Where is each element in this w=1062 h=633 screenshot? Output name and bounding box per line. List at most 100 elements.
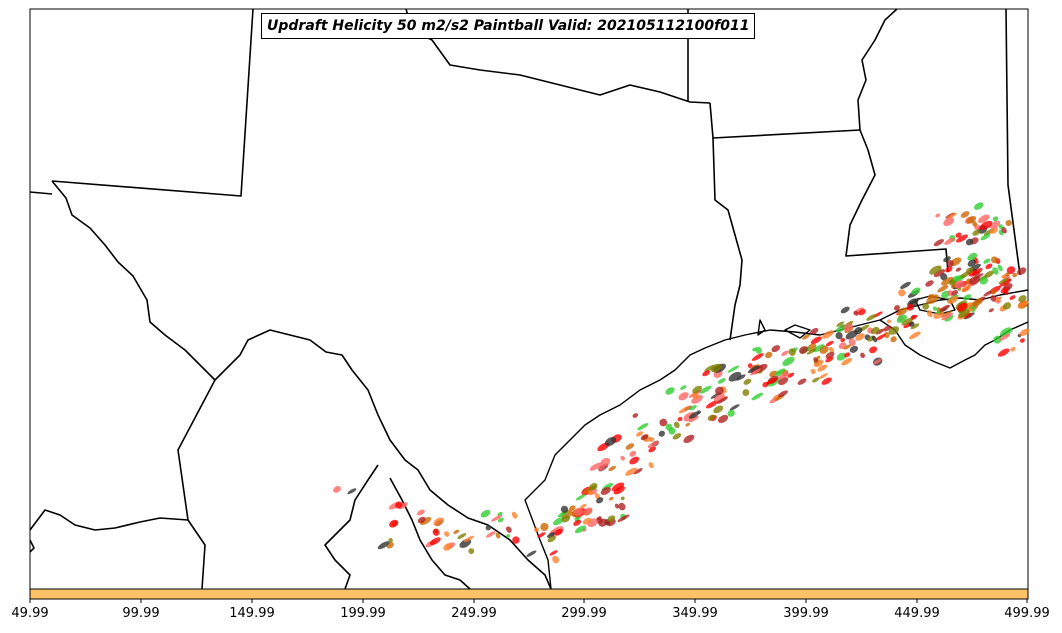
paintball-blob	[840, 337, 846, 343]
paintball-blob	[840, 306, 850, 314]
border-co-ks	[29, 191, 53, 195]
paintball-blob	[1006, 266, 1016, 275]
paintball-blob	[896, 307, 908, 316]
paintball-blob	[680, 385, 687, 390]
paintball-blob	[965, 267, 974, 274]
paintball-blob	[579, 503, 587, 509]
paintball-blob	[608, 465, 616, 472]
paintball-blob	[727, 409, 735, 417]
paintball-blob	[588, 485, 597, 491]
paintball-blob	[935, 213, 941, 218]
paintball-blob	[985, 263, 993, 270]
paintball-blob	[713, 405, 724, 414]
paintball-blob	[752, 347, 757, 352]
paintball-blob	[598, 465, 606, 472]
paintball-blob	[875, 328, 885, 335]
paintball-blob	[459, 538, 472, 548]
paintball-blob	[992, 216, 999, 222]
paintball-blob	[491, 514, 503, 522]
paintball-blob	[848, 338, 856, 346]
paintball-blob	[980, 233, 991, 241]
paintball-blob	[1019, 338, 1025, 343]
paintball-blob	[485, 531, 496, 538]
paintball-blob	[1010, 347, 1016, 352]
paintball-blob	[978, 214, 990, 224]
paintball-blob	[582, 517, 592, 525]
paintball-blob	[988, 308, 994, 313]
paintball-blob	[997, 264, 1003, 272]
paintball-blob	[854, 327, 863, 335]
paintball-blob	[648, 462, 654, 469]
paintball-blob	[589, 462, 602, 471]
paintball-blob	[736, 374, 746, 381]
map-title: Updraft Helicity 50 m2/s2 Paintball Vali…	[261, 13, 756, 39]
paintball-blob	[951, 289, 959, 296]
paintball-blob	[526, 550, 537, 557]
paintball-blob	[825, 356, 834, 363]
paintball-blob	[990, 256, 998, 264]
paintball-blob	[468, 548, 475, 554]
paintball-blob	[561, 515, 571, 523]
paintball-blob	[972, 229, 981, 236]
paintball-blob	[1005, 219, 1012, 227]
paintball-blob	[843, 323, 853, 332]
paintball-blob	[678, 405, 691, 414]
paintball-blob	[956, 234, 968, 243]
paintball-blob	[691, 395, 703, 404]
paintball-blob	[971, 268, 983, 276]
paintball-blob	[677, 416, 683, 422]
paintball-blob	[974, 202, 984, 210]
paintball-blob	[802, 334, 810, 340]
paintball-blob	[433, 517, 445, 526]
paintball-blob	[910, 323, 920, 330]
paintball-blob	[552, 555, 560, 564]
paintball-blob	[782, 356, 795, 366]
paintball-blob	[965, 238, 974, 246]
paintball-blob	[743, 378, 752, 385]
paintball-blob	[922, 303, 930, 310]
paintball-blob	[512, 536, 520, 544]
paintball-blob	[1001, 226, 1007, 234]
paintball-blob	[932, 306, 938, 311]
paintball-blob	[998, 224, 1004, 230]
paintball-blob	[485, 524, 492, 531]
paintball-blob	[668, 427, 676, 435]
paintball-blob	[575, 494, 586, 501]
paintball-blob	[673, 421, 680, 429]
paintball-blob	[751, 353, 764, 361]
paintball-blob	[617, 514, 630, 522]
paintball-blob	[457, 533, 467, 540]
paintball-blob	[963, 294, 972, 301]
paintball-blob	[607, 515, 616, 523]
paintball-blob	[611, 482, 625, 492]
paintball-blob	[890, 336, 897, 343]
paintball-blob	[797, 378, 807, 385]
paintball-blob	[989, 220, 1001, 229]
paintball-blob	[983, 290, 993, 297]
paintball-blob	[813, 357, 818, 363]
paintball-blob	[678, 392, 689, 401]
paintball-blob	[949, 279, 956, 286]
paintball-blob	[983, 258, 991, 264]
paintball-blob	[941, 310, 952, 318]
paintball-blob	[640, 434, 649, 441]
colorbar-tick-label: 149.99	[229, 606, 275, 621]
paintball-blob	[1003, 288, 1009, 295]
paintball-blob	[702, 370, 711, 377]
paintball-blob	[688, 415, 699, 423]
paintball-blob	[998, 277, 1009, 285]
paintball-blob	[809, 328, 819, 335]
paintball-blob	[871, 335, 878, 343]
paintball-blob	[961, 285, 971, 293]
paintball-blob	[658, 430, 666, 437]
paintball-blob	[706, 400, 719, 409]
paintball-blob	[453, 529, 460, 535]
paintball-blob	[1001, 274, 1007, 279]
paintball-blob	[806, 348, 817, 355]
paintball-blob	[984, 270, 994, 278]
paintball-blob	[587, 489, 593, 496]
colorbar-tick-label: 249.99	[451, 606, 497, 621]
paintball-blob	[939, 305, 950, 312]
state-borders	[29, 8, 1021, 590]
